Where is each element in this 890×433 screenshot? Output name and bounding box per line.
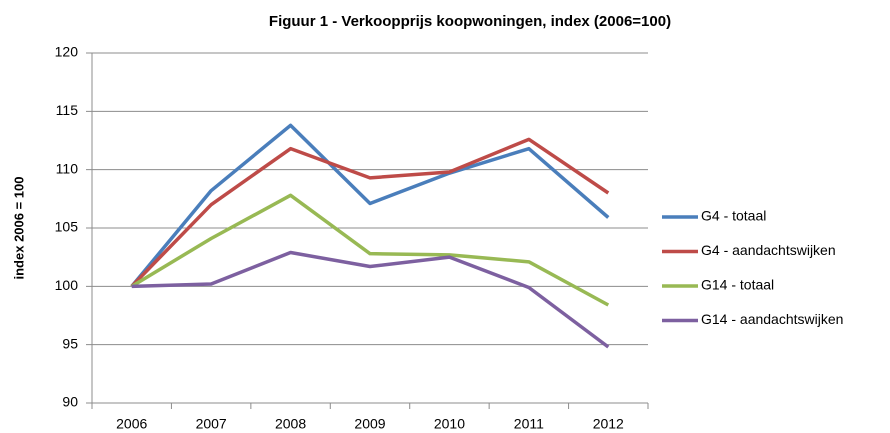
series-line [130, 137, 610, 288]
y-tick-label: 115 [56, 102, 79, 118]
y-tick-label: 90 [62, 394, 78, 410]
x-tick-label: 2009 [354, 416, 385, 432]
x-tick-label: 2006 [116, 416, 147, 432]
y-tick-label: 95 [62, 335, 78, 351]
series-line [130, 193, 610, 307]
y-tick-label: 120 [55, 44, 79, 60]
x-tick-label: 2011 [514, 416, 544, 432]
series-line [131, 250, 610, 349]
legend-label: G4 - aandachtswijken [701, 242, 836, 258]
x-tick-label: 2008 [275, 416, 306, 432]
x-tick-label: 2010 [434, 416, 465, 432]
chart-title: Figuur 1 - Verkoopprijs koopwoningen, in… [269, 13, 671, 30]
y-tick-label: 110 [56, 160, 79, 176]
legend-label: G14 - totaal [701, 277, 774, 293]
legend-label: G14 - aandachtswijken [701, 311, 843, 327]
legend-label: G4 - totaal [701, 208, 766, 224]
x-tick-label: 2012 [593, 416, 624, 432]
series-line [130, 123, 610, 288]
x-tick-label: 2007 [196, 416, 227, 432]
y-axis-label: index 2006 = 100 [11, 177, 26, 280]
y-tick-label: 105 [55, 219, 79, 235]
y-tick-label: 100 [55, 277, 79, 293]
